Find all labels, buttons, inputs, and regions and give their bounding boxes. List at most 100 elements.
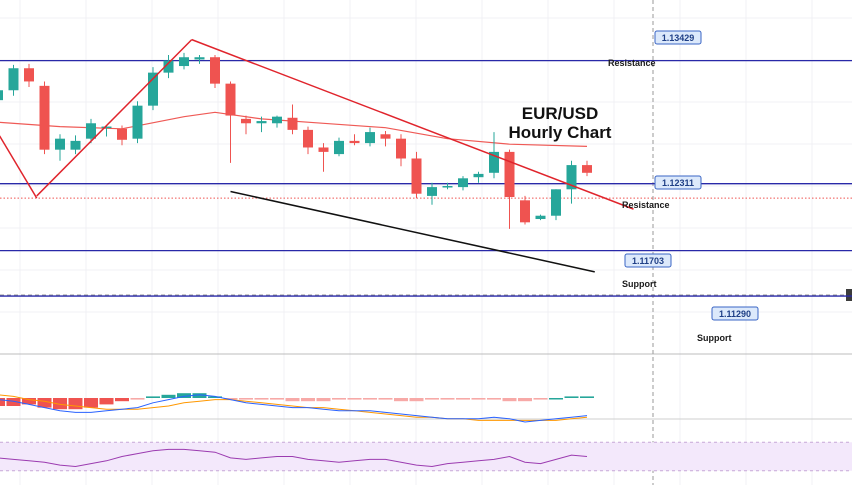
candle-body [334,140,344,155]
macd-histogram-bar [84,398,98,408]
candle-body [520,200,530,223]
macd-histogram-bar [518,398,532,402]
macd-histogram-bar [533,398,548,400]
price-tags: 1.13429 Resistance 1.12311 Resistance 1.1170… [608,30,759,343]
candle-body [582,165,592,173]
macd-histogram-bar [68,398,83,410]
candle-body [256,121,267,124]
macd-histogram-bar [146,396,160,398]
macd-histogram-bar [22,398,36,405]
candle-body [148,72,158,106]
trendline [230,190,595,273]
candle-body [194,57,205,60]
candle-body [86,123,96,139]
macd-histogram-bar [99,398,114,405]
candle-body [101,126,112,129]
price-tag-box [654,30,702,45]
candle-body [0,90,3,101]
candle-body [8,68,19,91]
level-label-support: Support [697,333,732,343]
level-label-support: Support [622,279,657,289]
macd-histogram-bar [0,398,5,406]
candle-body [504,151,515,198]
candle-body [535,215,546,220]
candle-body [380,134,391,139]
macd-histogram-bar [580,396,594,398]
level-label-resistance: Resistance [608,58,656,68]
candle-body [272,116,282,124]
macd-signal-line [0,394,588,421]
candle-body [163,60,174,73]
price-tag-value: 1.11290 [719,309,751,319]
rsi-band [0,442,852,471]
macd-histogram-bar [487,398,501,400]
trendlines [0,38,634,273]
candle-body [427,187,437,196]
macd-histogram-bar [316,398,331,402]
price-tag-box [711,306,759,321]
level-label-resistance: Resistance [622,200,670,210]
price-tag-value: 1.11703 [632,256,664,266]
macd-histogram-bar [53,398,67,410]
chart-title-line-2: Hourly Chart [508,123,612,142]
macd-line [0,394,588,423]
macd-histogram-bar [254,398,269,400]
macd-histogram-bar [223,398,238,400]
macd-histogram-bar [363,398,377,400]
macd-histogram-bar [502,398,517,402]
macd-histogram-bar [471,398,486,400]
macd-histogram-bar [409,398,424,402]
chart-title: EUR/USD Hourly Chart [480,104,640,142]
macd-histogram-bar [394,398,408,402]
candle-body [210,57,220,84]
macd-histogram-bar [564,396,579,398]
rsi-panel [0,441,852,472]
candle-body [117,128,127,140]
candle-body [179,57,189,67]
candle-body [303,129,313,148]
macd-histogram-bar [425,398,439,400]
macd-histogram-bar [6,398,21,406]
candle-body [287,117,298,130]
candle-body [24,68,34,82]
macd-histogram-bar [456,398,470,400]
trendline [0,135,38,199]
candle-body [349,140,360,144]
candle-body [566,165,577,190]
horizontal-levels [0,59,852,297]
price-tag-value: 1.12311 [662,178,694,188]
candle-body [318,147,329,152]
candle-body [551,189,561,216]
macd-histogram-bar [549,398,563,400]
rsi-line [0,448,588,468]
macd-histogram-bar [347,398,362,400]
macd-histogram-bar [115,398,129,402]
candle-body [442,186,453,188]
macd-histogram-bar [37,398,52,408]
macd-histogram-bar [161,394,176,398]
candle-body [473,173,484,178]
macd-histogram-bar [285,398,300,402]
price-tag-box [624,253,672,268]
macd-histogram-bar [440,398,455,400]
macd-histogram-bar [239,398,253,400]
macd-histogram-bar [301,398,315,402]
candle-body [365,132,375,144]
macd-histogram-bar [332,398,346,400]
candle-body [132,105,143,139]
candle-body [411,158,422,194]
candle-body [396,138,406,159]
macd-histogram-bar [378,398,393,400]
macd-histogram-bar [130,398,145,400]
candle-body [39,85,50,150]
macd-histogram-bar [270,398,284,400]
crosshair-price-marker [846,289,852,301]
candle-body [458,178,468,188]
candle-body [489,151,499,173]
chart-title-line-1: EUR/USD [521,104,599,123]
trendline [191,38,634,210]
